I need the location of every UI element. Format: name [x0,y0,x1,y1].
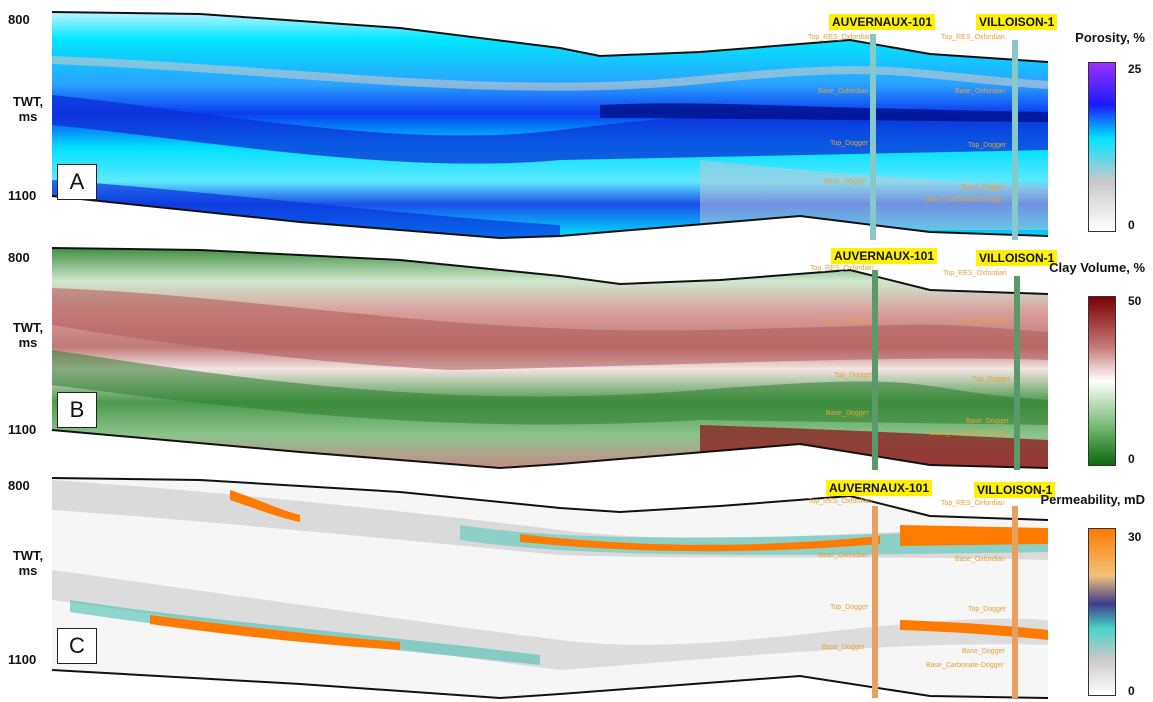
horizon-label: Base_Oxfordian [818,88,869,95]
colorbar-permeability [1088,528,1116,696]
axis-tick-bottom: 1100 [8,422,37,437]
panel-letter: C [57,628,97,664]
well-track-auvernaux [870,34,876,240]
colorbar-porosity [1088,62,1116,232]
permeability-top-boundary [51,477,1049,521]
horizon-label: Base_Carbonate-Dogger [926,196,1004,203]
well-label-villoison: VILLOISON-1 [976,250,1058,266]
well-label-auvernaux: AUVERNAUX-101 [831,248,938,264]
permeability-base-boundary [51,669,1049,700]
horizon-label: Base_Dogger [962,184,1005,191]
well-track-auvernaux [872,270,878,470]
horizon-label: Top_Dogger [968,142,1007,149]
well-track-villoison [1012,506,1018,698]
horizon-label: Base_Dogger [822,644,865,651]
permeability-section [51,477,1049,700]
well-label-auvernaux: AUVERNAUX-101 [829,14,936,30]
horizon-label: Top_Dogger [834,372,873,379]
axis-tick-bottom: 1100 [8,652,37,667]
clay-volume-top-boundary [51,247,1049,295]
well-label-villoison: VILLOISON-1 [976,14,1058,30]
horizon-label: Top_RES_Oxfordian [808,498,872,505]
porosity-base-boundary [51,195,1049,240]
colorbar-max: 50 [1128,294,1142,308]
horizon-label: Base_Dogger [824,178,867,185]
panel-letter: B [57,392,97,428]
axis-tick-top: 800 [8,478,30,493]
axis-title: TWT, ms [12,94,44,124]
horizon-label: Top_Dogger [830,140,869,147]
well-label-villoison: VILLOISON-1 [974,482,1056,498]
colorbar-min: 0 [1128,218,1135,232]
horizon-label: Base_Oxfordian [957,318,1008,325]
horizon-label: Base_Oxfordian [818,552,869,559]
horizon-label: Base_Dogger [962,648,1005,655]
horizon-label: Base_Carbonate-Dogger [926,662,1004,669]
well-track-auvernaux [872,506,878,698]
horizon-label: Top_RES_Oxfordian [943,270,1007,277]
colorbar-min: 0 [1128,684,1135,698]
well-track-villoison [1012,40,1018,240]
horizon-label: Top_RES_Oxfordian [808,34,872,41]
permeability-bands [52,480,1048,670]
colorbar-max: 25 [1128,62,1142,76]
axis-title: TWT, ms [12,548,44,578]
horizon-label: Top_Dogger [968,606,1007,613]
axis-tick-bottom: 1100 [8,188,37,203]
clay-volume-base-boundary [51,429,1049,470]
axis-title: TWT, ms [12,320,44,350]
axis-tick-top: 800 [8,250,30,265]
horizon-label: Top_RES_Oxfordian [941,500,1005,507]
colorbar-clay-volume [1088,296,1116,466]
colorbar-title: Permeability, mD [1040,492,1145,507]
well-track-villoison [1014,276,1020,470]
panel-letter: A [57,164,97,200]
horizon-label: Top_RES_Oxfordian [810,265,874,272]
well-label-auvernaux: AUVERNAUX-101 [826,480,933,496]
colorbar-max: 30 [1128,530,1142,544]
horizon-label: Base_Dogger [966,418,1009,425]
colorbar-min: 0 [1128,452,1135,466]
horizon-label: Base_Carbonate-Dogger [930,430,1008,437]
horizon-label: Top_Dogger [830,604,869,611]
colorbar-title: Clay Volume, % [1049,260,1145,275]
panel-permeability: 800 TWT, ms 1100 C AUVERNAUX-101 VILLOIS… [0,470,1153,702]
horizon-label: Base_Oxfordian [955,88,1006,95]
colorbar-title: Porosity, % [1075,30,1145,45]
porosity-section [51,11,1049,240]
horizon-label: Top_Dogger [972,376,1011,383]
horizon-label: Top_RES_Oxfordian [941,34,1005,41]
horizon-label: Base_Oxfordian [955,556,1006,563]
horizon-label: Base_Oxfordian [822,318,873,325]
horizon-label: Base_Dogger [826,410,869,417]
panel-porosity: 800 TWT, ms 1100 A AUVERNAUX-101 VILLOIS… [0,0,1153,240]
panel-clay-volume: 800 TWT, ms 1100 B AUVERNAUX-101 VILLOIS… [0,240,1153,470]
clay-volume-section [51,247,1049,470]
axis-tick-top: 800 [8,12,30,27]
porosity-top-boundary [51,11,1049,63]
